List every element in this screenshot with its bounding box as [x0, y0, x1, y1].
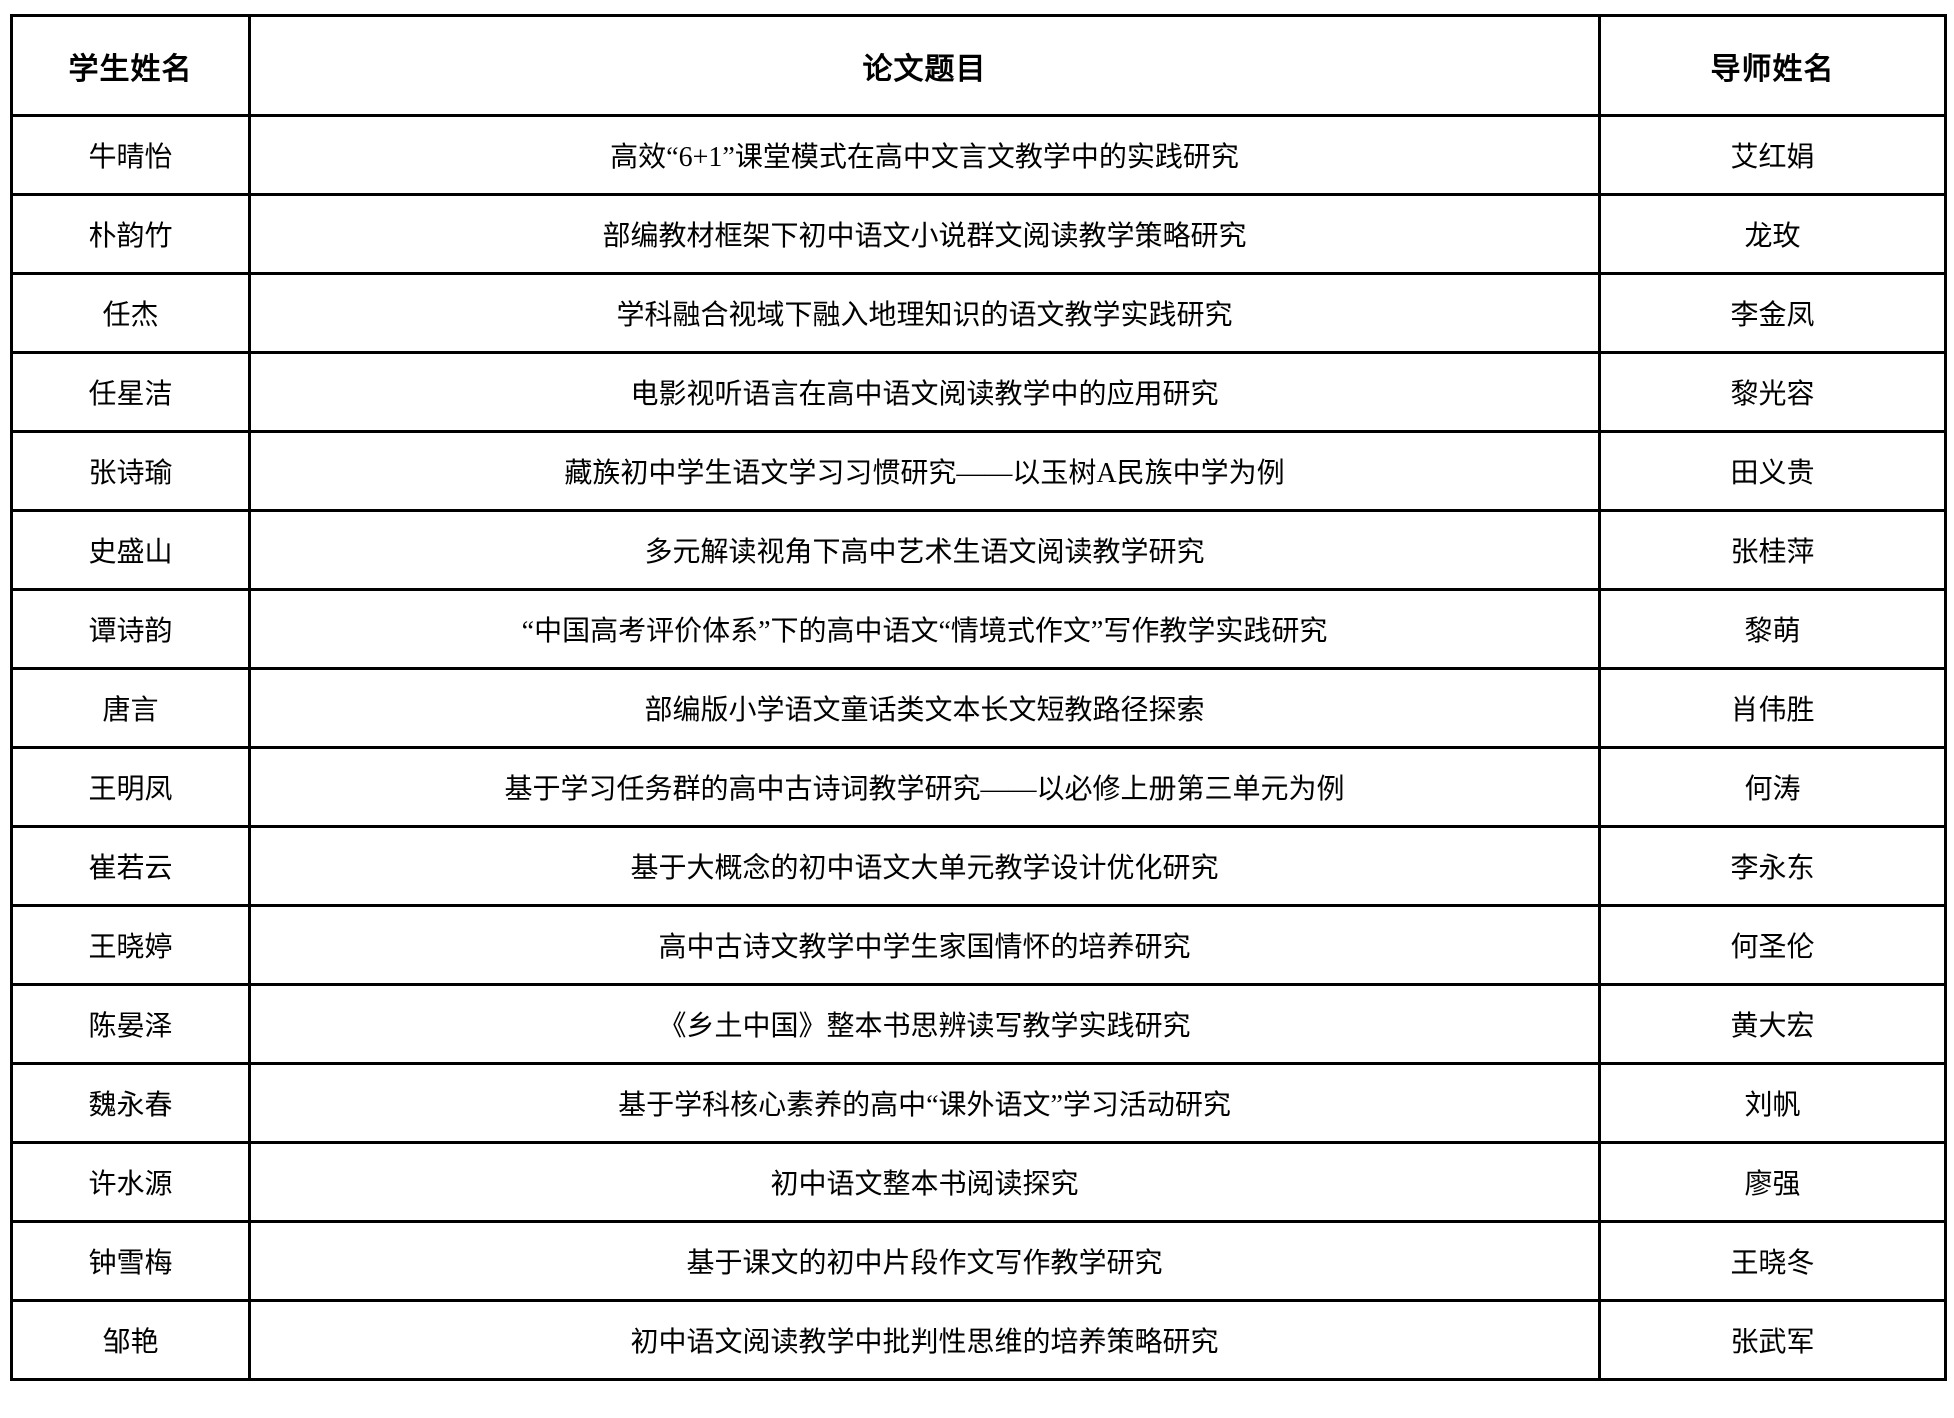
thesis-title-cell: 多元解读视角下高中艺术生语文阅读教学研究 — [248, 509, 1601, 591]
thesis-title-cell: 高中古诗文教学中学生家国情怀的培养研究 — [248, 904, 1601, 986]
student-name-cell: 任杰 — [10, 272, 251, 354]
table-row: 陈晏泽 《乡土中国》整本书思辨读写教学实践研究 黄大宏 — [10, 983, 1947, 1065]
thesis-assignment-table: 学生姓名 论文题目 导师姓名 牛晴怡 高效“6+1”课堂模式在高中文言文教学中的实… — [10, 14, 1947, 1381]
table-row: 崔若云 基于大概念的初中语文大单元教学设计优化研究 李永东 — [10, 825, 1947, 907]
column-header-thesis-title: 论文题目 — [248, 14, 1601, 117]
thesis-title-cell: 基于大概念的初中语文大单元教学设计优化研究 — [248, 825, 1601, 907]
column-header-student-name: 学生姓名 — [10, 14, 251, 117]
document-page: 学生姓名 论文题目 导师姓名 牛晴怡 高效“6+1”课堂模式在高中文言文教学中的实… — [0, 14, 1954, 1418]
advisor-name-cell: 何涛 — [1598, 746, 1947, 828]
student-name-cell: 钟雪梅 — [10, 1220, 251, 1302]
student-name-cell: 任星洁 — [10, 351, 251, 433]
student-name-cell: 王晓婷 — [10, 904, 251, 986]
advisor-name-cell: 廖强 — [1598, 1141, 1947, 1223]
thesis-title-cell: 高效“6+1”课堂模式在高中文言文教学中的实践研究 — [248, 114, 1601, 196]
advisor-name-cell: 艾红娟 — [1598, 114, 1947, 196]
advisor-name-cell: 黄大宏 — [1598, 983, 1947, 1065]
thesis-title-cell: 初中语文阅读教学中批判性思维的培养策略研究 — [248, 1299, 1601, 1381]
student-name-cell: 许水源 — [10, 1141, 251, 1223]
student-name-cell: 唐言 — [10, 667, 251, 749]
thesis-title-cell: 藏族初中学生语文学习习惯研究——以玉树A民族中学为例 — [248, 430, 1601, 512]
student-name-cell: 王明凤 — [10, 746, 251, 828]
student-name-cell: 魏永春 — [10, 1062, 251, 1144]
thesis-title-cell: 基于课文的初中片段作文写作教学研究 — [248, 1220, 1601, 1302]
thesis-title-cell: “中国高考评价体系”下的高中语文“情境式作文”写作教学实践研究 — [248, 588, 1601, 670]
student-name-cell: 陈晏泽 — [10, 983, 251, 1065]
thesis-title-cell: 学科融合视域下融入地理知识的语文教学实践研究 — [248, 272, 1601, 354]
advisor-name-cell: 黎光容 — [1598, 351, 1947, 433]
table-row: 王晓婷 高中古诗文教学中学生家国情怀的培养研究 何圣伦 — [10, 904, 1947, 986]
student-name-cell: 谭诗韵 — [10, 588, 251, 670]
thesis-title-cell: 基于学习任务群的高中古诗词教学研究——以必修上册第三单元为例 — [248, 746, 1601, 828]
table-row: 许水源 初中语文整本书阅读探究 廖强 — [10, 1141, 1947, 1223]
thesis-title-cell: 电影视听语言在高中语文阅读教学中的应用研究 — [248, 351, 1601, 433]
advisor-name-cell: 刘帆 — [1598, 1062, 1947, 1144]
table-row: 张诗瑜 藏族初中学生语文学习习惯研究——以玉树A民族中学为例 田义贵 — [10, 430, 1947, 512]
thesis-title-cell: 《乡土中国》整本书思辨读写教学实践研究 — [248, 983, 1601, 1065]
advisor-name-cell: 龙玫 — [1598, 193, 1947, 275]
table-row: 魏永春 基于学科核心素养的高中“课外语文”学习活动研究 刘帆 — [10, 1062, 1947, 1144]
student-name-cell: 张诗瑜 — [10, 430, 251, 512]
table-row: 史盛山 多元解读视角下高中艺术生语文阅读教学研究 张桂萍 — [10, 509, 1947, 591]
table-row: 任杰 学科融合视域下融入地理知识的语文教学实践研究 李金凤 — [10, 272, 1947, 354]
student-name-cell: 邹艳 — [10, 1299, 251, 1381]
advisor-name-cell: 李永东 — [1598, 825, 1947, 907]
table-row: 牛晴怡 高效“6+1”课堂模式在高中文言文教学中的实践研究 艾红娟 — [10, 114, 1947, 196]
header-row: 学生姓名 论文题目 导师姓名 — [10, 14, 1947, 117]
advisor-name-cell: 田义贵 — [1598, 430, 1947, 512]
table-row: 谭诗韵 “中国高考评价体系”下的高中语文“情境式作文”写作教学实践研究 黎萌 — [10, 588, 1947, 670]
table-row: 邹艳 初中语文阅读教学中批判性思维的培养策略研究 张武军 — [10, 1299, 1947, 1381]
advisor-name-cell: 王晓冬 — [1598, 1220, 1947, 1302]
thesis-title-cell: 初中语文整本书阅读探究 — [248, 1141, 1601, 1223]
table-row: 唐言 部编版小学语文童话类文本长文短教路径探索 肖伟胜 — [10, 667, 1947, 749]
student-name-cell: 牛晴怡 — [10, 114, 251, 196]
advisor-name-cell: 肖伟胜 — [1598, 667, 1947, 749]
thesis-title-cell: 基于学科核心素养的高中“课外语文”学习活动研究 — [248, 1062, 1601, 1144]
advisor-name-cell: 黎萌 — [1598, 588, 1947, 670]
table-row: 王明凤 基于学习任务群的高中古诗词教学研究——以必修上册第三单元为例 何涛 — [10, 746, 1947, 828]
thesis-title-cell: 部编版小学语文童话类文本长文短教路径探索 — [248, 667, 1601, 749]
advisor-name-cell: 李金凤 — [1598, 272, 1947, 354]
table-row: 朴韵竹 部编教材框架下初中语文小说群文阅读教学策略研究 龙玫 — [10, 193, 1947, 275]
column-header-advisor-name: 导师姓名 — [1598, 14, 1947, 117]
student-name-cell: 崔若云 — [10, 825, 251, 907]
table-row: 钟雪梅 基于课文的初中片段作文写作教学研究 王晓冬 — [10, 1220, 1947, 1302]
thesis-title-cell: 部编教材框架下初中语文小说群文阅读教学策略研究 — [248, 193, 1601, 275]
advisor-name-cell: 何圣伦 — [1598, 904, 1947, 986]
advisor-name-cell: 张桂萍 — [1598, 509, 1947, 591]
table-row: 任星洁 电影视听语言在高中语文阅读教学中的应用研究 黎光容 — [10, 351, 1947, 433]
student-name-cell: 朴韵竹 — [10, 193, 251, 275]
student-name-cell: 史盛山 — [10, 509, 251, 591]
advisor-name-cell: 张武军 — [1598, 1299, 1947, 1381]
